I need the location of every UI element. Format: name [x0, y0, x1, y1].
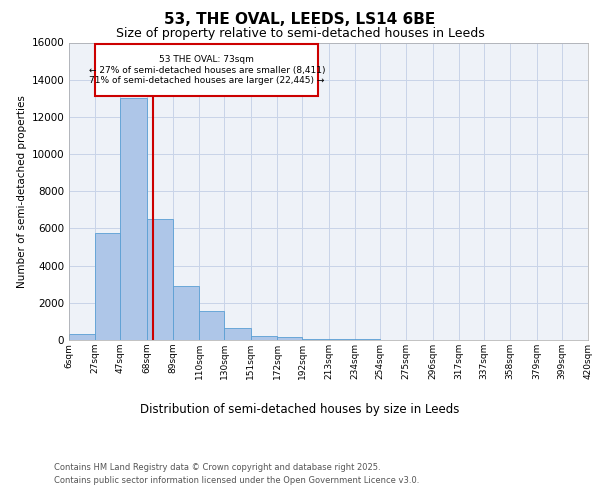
- Bar: [199, 311, 224, 340]
- Text: Contains HM Land Registry data © Crown copyright and database right 2025.: Contains HM Land Registry data © Crown c…: [54, 462, 380, 471]
- Bar: [302, 338, 329, 340]
- FancyBboxPatch shape: [95, 44, 319, 96]
- Text: Contains public sector information licensed under the Open Government Licence v3: Contains public sector information licen…: [54, 476, 419, 485]
- Bar: [147, 219, 173, 340]
- Y-axis label: Number of semi-detached properties: Number of semi-detached properties: [17, 95, 27, 288]
- Bar: [121, 98, 147, 340]
- Bar: [69, 334, 95, 340]
- Bar: [95, 233, 121, 340]
- Bar: [173, 286, 199, 340]
- Bar: [251, 336, 277, 340]
- Text: 53 THE OVAL: 73sqm
← 27% of semi-detached houses are smaller (8,411)
71% of semi: 53 THE OVAL: 73sqm ← 27% of semi-detache…: [89, 56, 325, 86]
- Text: Distribution of semi-detached houses by size in Leeds: Distribution of semi-detached houses by …: [140, 402, 460, 415]
- Bar: [224, 328, 251, 340]
- Bar: [277, 337, 302, 340]
- Text: Size of property relative to semi-detached houses in Leeds: Size of property relative to semi-detach…: [116, 28, 484, 40]
- Bar: [329, 339, 355, 340]
- Text: 53, THE OVAL, LEEDS, LS14 6BE: 53, THE OVAL, LEEDS, LS14 6BE: [164, 12, 436, 28]
